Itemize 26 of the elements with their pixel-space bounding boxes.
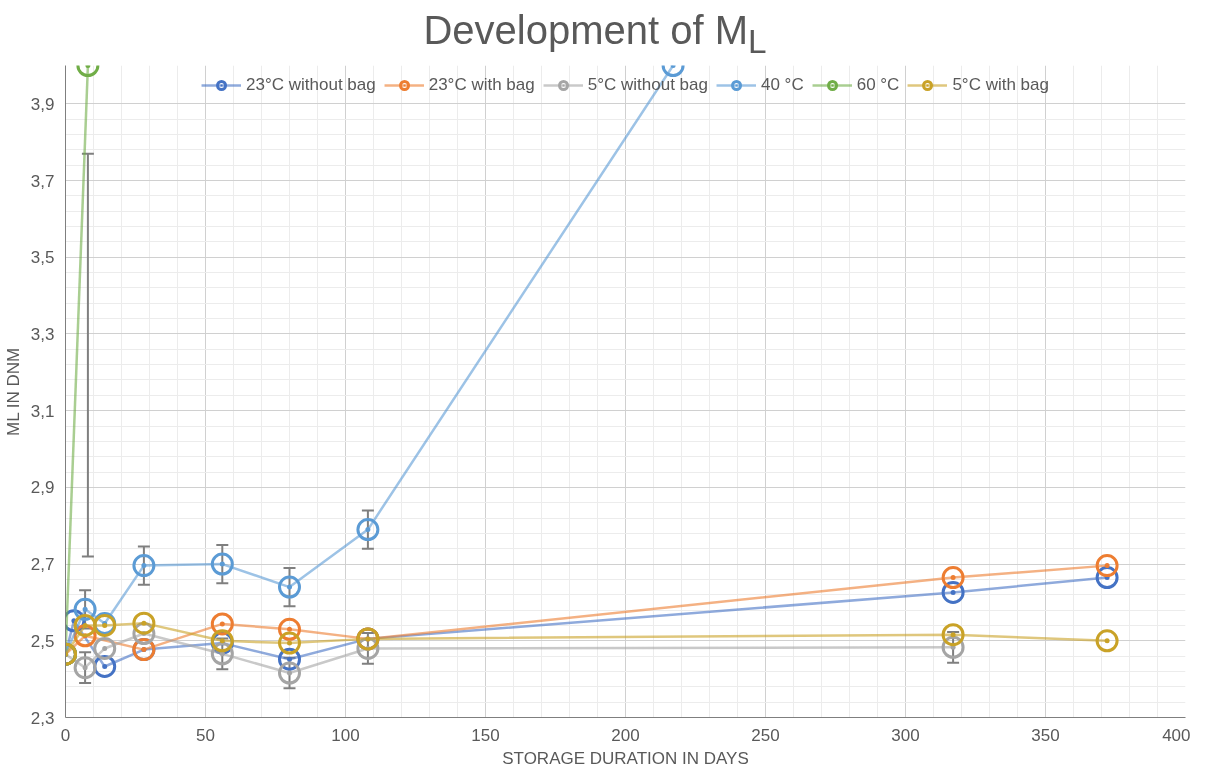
x-tick-label: 250 [751,725,780,745]
y-axis-title: ML IN DNM [3,347,23,436]
legend-label: 60 °C [856,75,900,95]
legend-label: 40 °C [760,75,804,95]
y-tick-label: 3,7 [30,171,55,191]
legend-label: 5°C with bag [952,75,1049,95]
y-tick-label: 3,3 [30,324,55,344]
y-tick-label: 2,9 [30,478,55,498]
x-tick-label: 100 [331,725,360,745]
y-tick-label: 2,5 [30,631,55,651]
x-tick-label: 0 [60,725,71,745]
x-tick-label: 200 [611,725,640,745]
y-tick-label: 2,3 [30,708,55,728]
legend-label: 23°C with bag [428,75,535,95]
y-tick-label: 3,9 [30,94,55,114]
x-tick-label: 50 [196,725,215,745]
x-tick-label: 350 [1031,725,1060,745]
legend-label: 23°C without bag [246,75,376,95]
chart-title: Development of M$_{L}$ [423,7,767,62]
x-tick-label: 300 [891,725,920,745]
y-tick-label: 2,7 [30,555,55,575]
x-tick-label: 400 [1162,725,1191,745]
x-tick-label: 150 [471,725,500,745]
y-tick-label: 3,1 [30,401,55,421]
y-tick-label: 3,5 [30,248,55,268]
x-axis-title: STORAGE DURATION IN DAYS [502,748,749,768]
